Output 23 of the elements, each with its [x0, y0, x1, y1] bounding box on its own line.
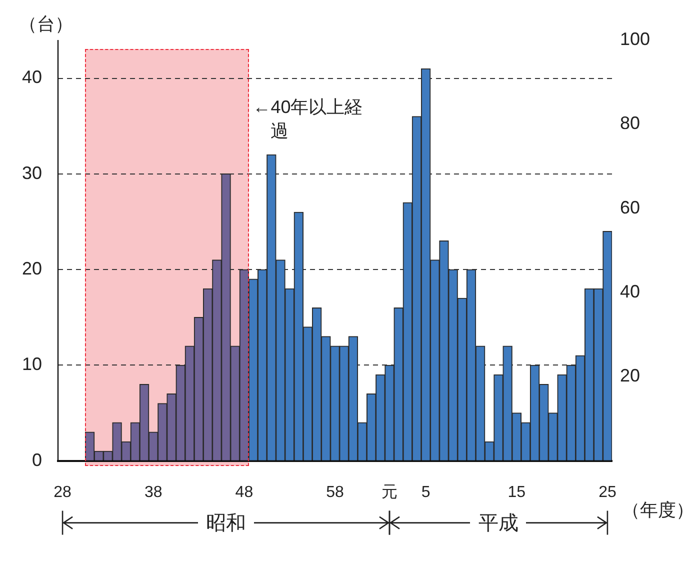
x-tick-label: 38	[144, 484, 162, 501]
y2-tick-label: 20	[620, 366, 640, 386]
x-axis-title: （年度）	[622, 500, 690, 520]
x-tick-label: 15	[508, 484, 526, 501]
x-tick-label: 28	[54, 484, 72, 501]
y-axis-title: （台）	[19, 14, 73, 34]
y2-tick-label: 40	[620, 281, 640, 302]
y-tick-label: 20	[22, 258, 42, 278]
y2-tick-label: 60	[620, 197, 640, 218]
y-tick-label: 0	[32, 450, 42, 470]
x-tick-label: 58	[326, 484, 344, 501]
y2-tick-label: 100	[620, 28, 650, 49]
x-tick-label: 25	[598, 484, 616, 501]
annotation: ←40年以上経過	[252, 96, 364, 143]
x-tick-label: 元	[381, 484, 398, 501]
y2-tick-label: 80	[620, 113, 640, 134]
x-tick-label: 48	[235, 484, 254, 501]
text: 昭和	[198, 509, 254, 536]
text: 平成	[470, 509, 526, 536]
y-tick-label: 30	[22, 162, 42, 183]
x-tick-label: 5	[421, 484, 430, 501]
y-tick-label: 10	[22, 354, 42, 374]
y-tick-label: 40	[22, 67, 42, 88]
